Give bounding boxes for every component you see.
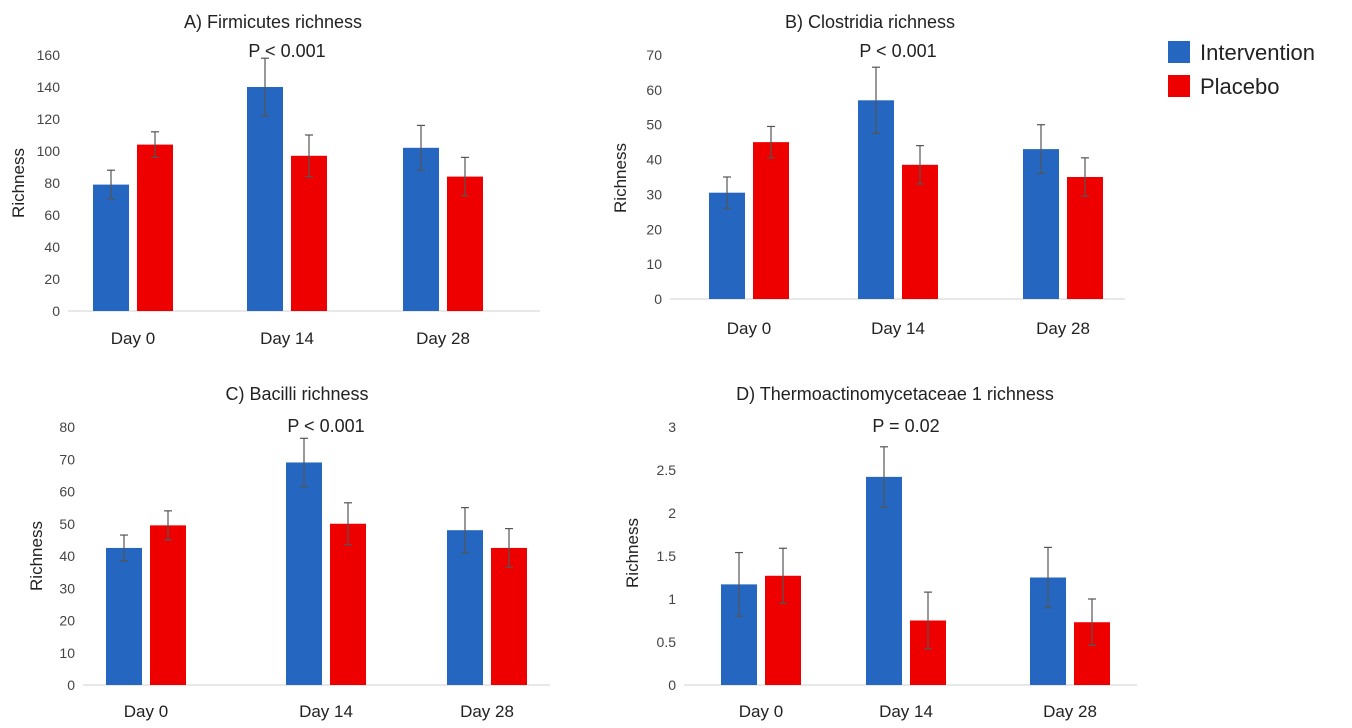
y-tick-label: 30 (59, 580, 75, 596)
bar-intervention-day0 (93, 184, 129, 311)
p-value-annotation: P < 0.001 (248, 41, 325, 61)
y-axis-label: Richness (611, 143, 630, 213)
y-tick-label: 10 (59, 645, 75, 661)
bar-placebo-day14 (330, 523, 366, 685)
y-tick-label: 40 (646, 152, 662, 168)
x-tick-label: Day 28 (460, 702, 514, 721)
bar-placebo-day0 (150, 525, 186, 685)
bar-intervention-day14 (866, 476, 902, 685)
y-tick-label: 40 (59, 548, 75, 564)
bar-placebo-day0 (137, 144, 173, 311)
panel-2: B) Clostridia richness Richness 0 10 20 30 40 5… (611, 12, 1125, 338)
panel-3: C) Bacilli richness Richness 0 10 20 30 40 50 60… (27, 384, 550, 721)
bar-intervention-day0 (709, 192, 745, 299)
y-tick-label: 40 (44, 239, 60, 255)
chart-title: A) Firmicutes richness (184, 12, 362, 32)
x-tick-label: Day 0 (727, 319, 771, 338)
bar-placebo-day28 (491, 547, 527, 685)
y-tick-label: 160 (37, 47, 61, 63)
y-tick-label: 60 (646, 82, 662, 98)
y-tick-label: 0 (67, 677, 75, 693)
y-tick-label: 70 (646, 47, 662, 63)
y-tick-label: 50 (59, 516, 75, 532)
y-axis-label: Richness (27, 521, 46, 591)
y-tick-label: 70 (59, 451, 75, 467)
x-tick-label: Day 28 (1036, 319, 1090, 338)
y-tick-label: 60 (59, 484, 75, 500)
y-tick-label: 0 (654, 291, 662, 307)
legend-label-placebo: Placebo (1200, 74, 1280, 99)
bar-placebo-day28 (1067, 177, 1103, 299)
x-tick-label: Day 0 (111, 329, 155, 348)
p-value-annotation: P < 0.001 (859, 41, 936, 61)
x-tick-label: Day 14 (260, 329, 314, 348)
y-tick-label: 140 (37, 79, 61, 95)
y-tick-label: 20 (44, 271, 60, 287)
y-tick-label: 20 (59, 613, 75, 629)
chart-title: C) Bacilli richness (225, 384, 368, 404)
bar-placebo-day28 (447, 176, 483, 311)
x-tick-label: Day 28 (1043, 702, 1097, 721)
legend-label-intervention: Intervention (1200, 40, 1315, 65)
legend-swatch-intervention (1168, 41, 1190, 63)
bar-intervention-day14 (286, 462, 322, 685)
y-tick-label: 50 (646, 117, 662, 133)
y-tick-label: 120 (37, 111, 61, 127)
y-tick-label: 0 (668, 677, 676, 693)
bar-placebo-day14 (902, 164, 938, 299)
y-tick-label: 0 (52, 303, 60, 319)
y-tick-label: 20 (646, 221, 662, 237)
y-tick-label: 80 (59, 419, 75, 435)
bar-intervention-day28 (403, 147, 439, 311)
y-tick-label: 60 (44, 207, 60, 223)
chart-title: D) Thermoactinomycetaceae 1 richness (736, 384, 1054, 404)
y-tick-label: 2.5 (657, 462, 677, 478)
y-tick-label: 100 (37, 143, 61, 159)
bar-placebo-day0 (753, 142, 789, 299)
y-axis-label: Richness (9, 148, 28, 218)
x-tick-label: Day 14 (871, 319, 925, 338)
p-value-annotation: P = 0.02 (872, 416, 939, 436)
y-tick-label: 0.5 (657, 634, 677, 650)
bar-intervention-day28 (447, 530, 483, 685)
y-tick-label: 1.5 (657, 548, 677, 564)
x-tick-label: Day 14 (879, 702, 933, 721)
panel-1: A) Firmicutes richness Richness 0 20 40 60 80 1… (9, 12, 540, 348)
legend: Intervention Placebo (1168, 40, 1315, 99)
y-tick-label: 10 (646, 256, 662, 272)
panel-4: D) Thermoactinomycetaceae 1 richness Rich… (623, 384, 1137, 721)
y-tick-label: 30 (646, 186, 662, 202)
x-tick-label: Day 0 (739, 702, 783, 721)
chart-title: B) Clostridia richness (785, 12, 955, 32)
x-tick-label: Day 28 (416, 329, 470, 348)
p-value-annotation: P < 0.001 (287, 416, 364, 436)
bar-placebo-day14 (291, 155, 327, 311)
y-tick-label: 80 (44, 175, 60, 191)
y-tick-label: 3 (668, 419, 676, 435)
x-tick-label: Day 0 (124, 702, 168, 721)
x-tick-label: Day 14 (299, 702, 353, 721)
legend-swatch-placebo (1168, 75, 1190, 97)
y-tick-label: 2 (668, 505, 676, 521)
y-tick-label: 1 (668, 591, 676, 607)
bar-intervention-day14 (247, 87, 283, 311)
bar-intervention-day0 (106, 547, 142, 685)
y-axis-label: Richness (623, 518, 642, 588)
